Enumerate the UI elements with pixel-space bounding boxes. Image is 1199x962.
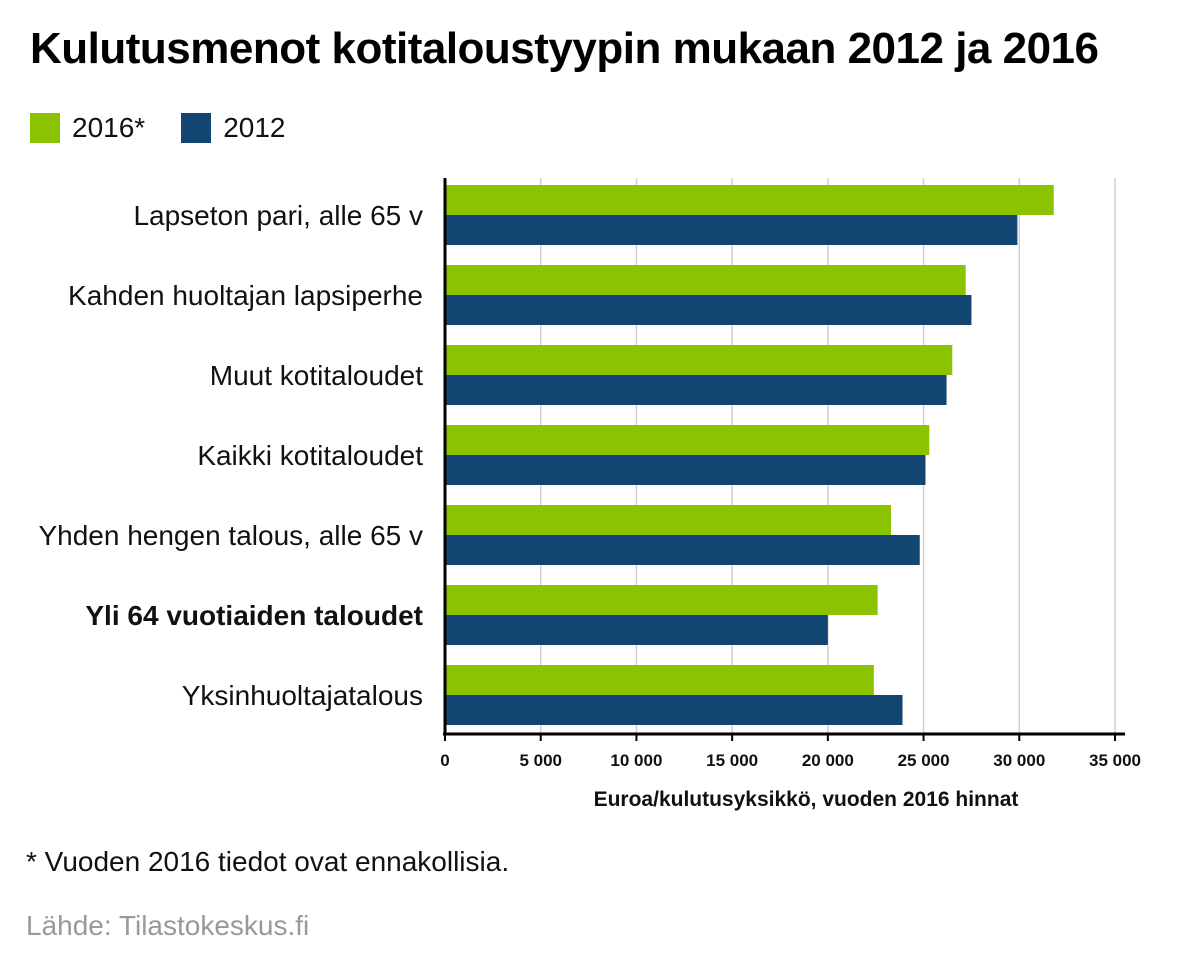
legend-swatch-2016: [30, 113, 60, 143]
x-tick-label-5: 25 000: [898, 751, 950, 770]
x-tick-label-4: 20 000: [802, 751, 854, 770]
legend-item-2016: 2016*: [30, 112, 145, 144]
footnote: * Vuoden 2016 tiedot ovat ennakollisia.: [26, 846, 510, 877]
chart-title: Kulutusmenot kotitaloustyypin mukaan 201…: [30, 24, 1099, 73]
bar-2012-5: [445, 615, 828, 645]
legend: 2016* 2012: [30, 112, 285, 144]
category-label-3: Kaikki kotitaloudet: [197, 440, 423, 471]
category-label-4: Yhden hengen talous, alle 65 v: [38, 520, 423, 551]
bar-2012-4: [445, 535, 920, 565]
legend-label-2016: 2016*: [72, 112, 146, 143]
category-label-5: Yli 64 vuotiaiden taloudet: [85, 600, 423, 631]
category-label-0: Lapseton pari, alle 65 v: [133, 200, 423, 231]
bar-chart: Lapseton pari, alle 65 v Kahden huoltajan…: [38, 178, 1141, 811]
legend-label-2012: 2012: [223, 112, 286, 143]
bar-2016-5: [445, 585, 878, 615]
bar-2012-6: [445, 695, 903, 725]
x-tick-label-1: 5 000: [519, 751, 562, 770]
category-label-2: Muut kotitaloudet: [210, 360, 423, 391]
x-axis-title: Euroa/kulutusyksikkö, vuoden 2016 hinnat: [594, 788, 1019, 811]
bar-2016-2: [445, 345, 953, 375]
bar-2016-6: [445, 665, 874, 695]
bar-2016-3: [445, 425, 930, 455]
legend-item-2012: 2012: [181, 112, 285, 144]
category-label-6: Yksinhuoltajatalous: [182, 680, 423, 711]
legend-swatch-2012: [181, 113, 212, 143]
bar-2016-0: [445, 185, 1054, 215]
bar-2012-0: [445, 215, 1018, 245]
category-label-1: Kahden huoltajan lapsiperhe: [68, 280, 423, 311]
bar-2012-3: [445, 455, 926, 485]
source-note: Lähde: Tilastokeskus.fi: [26, 910, 310, 941]
bar-2012-2: [445, 375, 947, 405]
x-tick-label-7: 35 000: [1089, 751, 1141, 770]
x-tick-label-3: 15 000: [706, 751, 758, 770]
bar-2016-4: [445, 505, 892, 535]
x-tick-label-6: 30 000: [993, 751, 1045, 770]
bar-2016-1: [445, 265, 966, 295]
x-tick-label-2: 10 000: [610, 751, 662, 770]
x-tick-label-0: 0: [440, 751, 449, 770]
bar-2012-1: [445, 295, 972, 325]
